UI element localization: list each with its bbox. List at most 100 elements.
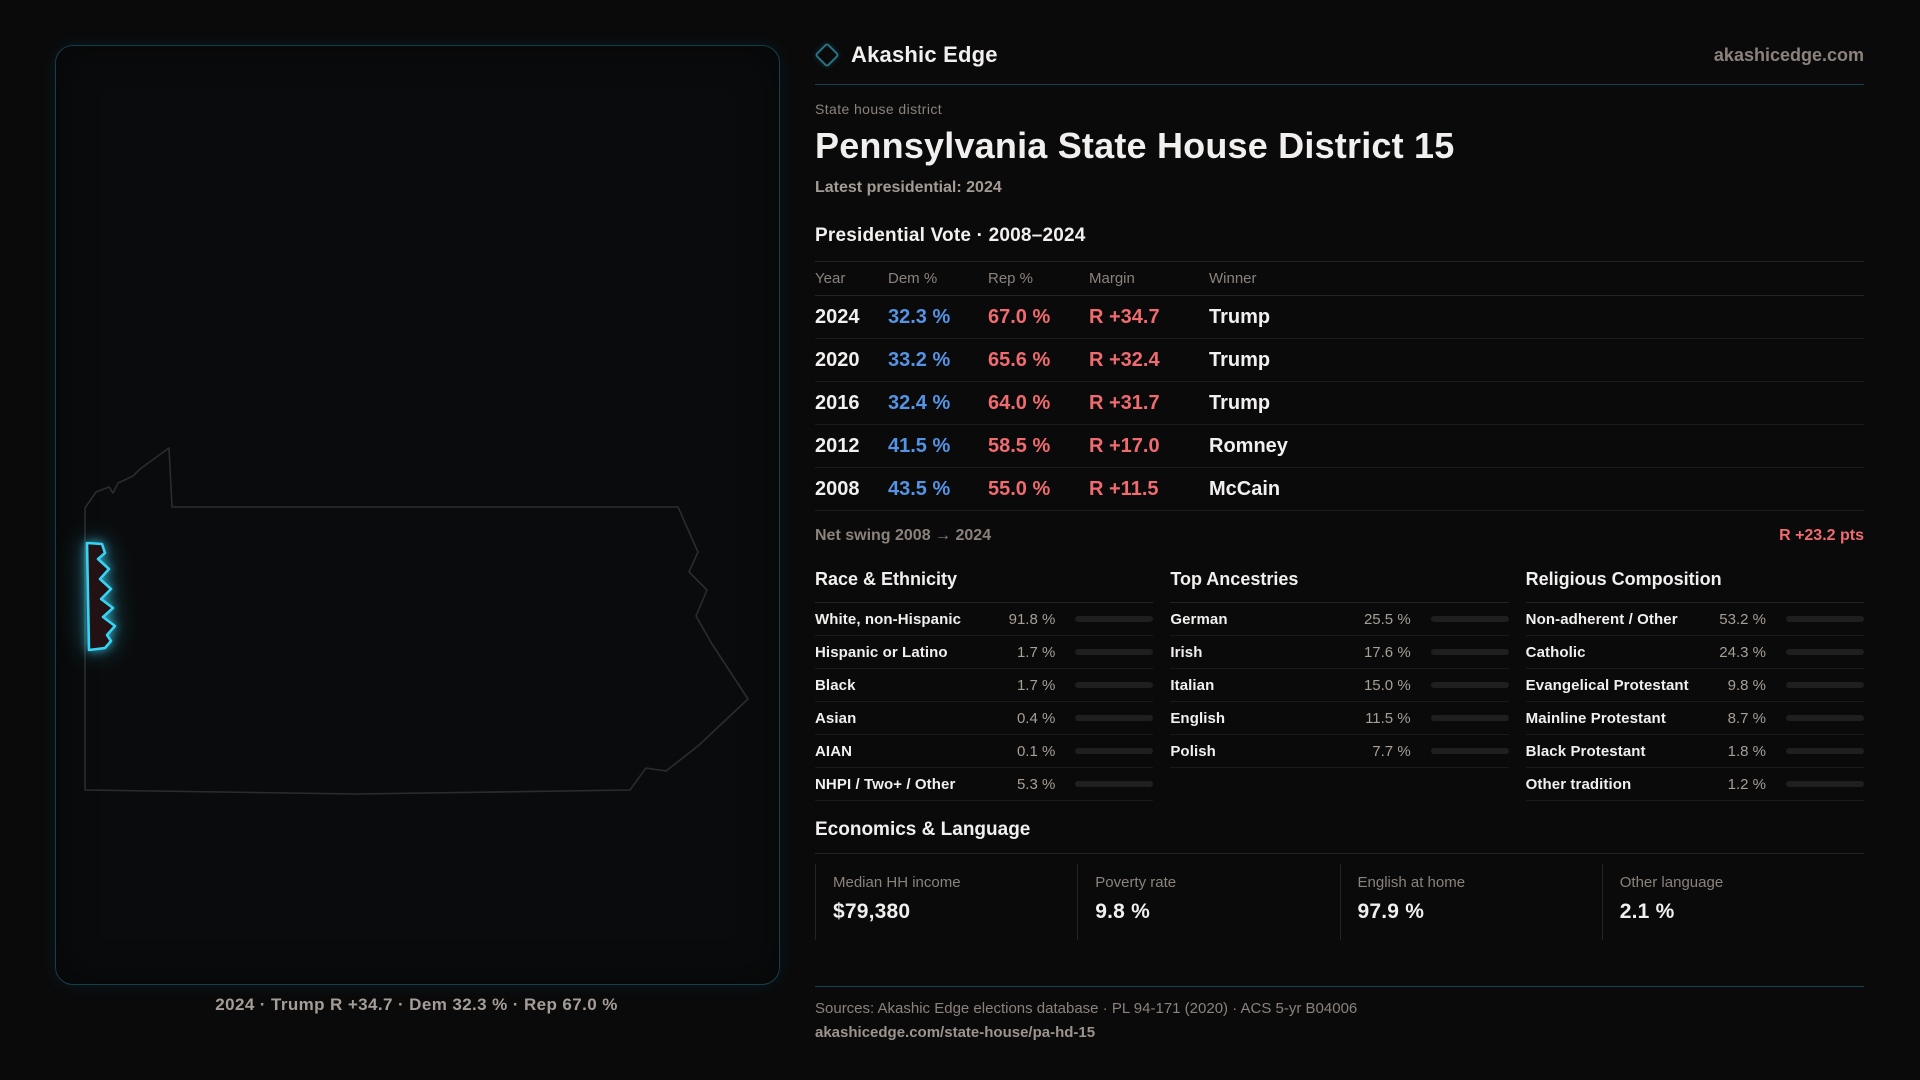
stat-value: 0.1 % bbox=[1016, 742, 1056, 760]
winner-cell: Romney bbox=[1209, 434, 1288, 457]
footer-divider bbox=[815, 986, 1864, 987]
year-cell: 2024 bbox=[815, 305, 860, 328]
race-ethnicity-list: Race & Ethnicity White, non-Hispanic 91.… bbox=[815, 569, 1154, 801]
list-item: Asian 0.4 % bbox=[815, 702, 1154, 735]
col-year: Year bbox=[815, 270, 846, 287]
page-title: Pennsylvania State House District 15 bbox=[815, 125, 1455, 166]
stat-label: English bbox=[1170, 709, 1226, 727]
stat-label: NHPI / Two+ / Other bbox=[815, 775, 956, 793]
stat-bar bbox=[1430, 682, 1509, 688]
col-dem: Dem % bbox=[888, 270, 938, 287]
table-header-row: Year Dem % Rep % Margin Winner bbox=[815, 261, 1864, 296]
winner-cell: McCain bbox=[1209, 477, 1281, 500]
stat-bar bbox=[1075, 781, 1154, 787]
stat-value: 9.8 % bbox=[1727, 676, 1766, 694]
stat-card-other-language: Other language 2.1 % bbox=[1601, 864, 1864, 940]
card-label: Other language bbox=[1619, 874, 1724, 891]
stat-label: Asian bbox=[815, 709, 857, 727]
card-value: 2.1 % bbox=[1619, 900, 1675, 923]
stat-label: Polish bbox=[1170, 742, 1216, 760]
net-swing-label: Net swing 2008 → 2024 bbox=[815, 527, 992, 544]
economics-divider bbox=[815, 853, 1864, 854]
list-item: German 25.5 % bbox=[1170, 603, 1509, 636]
table-row: 2012 41.5 % 58.5 % R +17.0 Romney bbox=[815, 425, 1864, 468]
stat-label: Hispanic or Latino bbox=[815, 643, 948, 661]
stat-value: 11.5 % bbox=[1365, 709, 1411, 727]
stat-bar bbox=[1430, 616, 1509, 622]
net-swing-value: R +23.2 pts bbox=[1779, 527, 1864, 544]
list-item: English 11.5 % bbox=[1170, 702, 1509, 735]
winner-cell: Trump bbox=[1209, 305, 1271, 328]
stat-bar bbox=[1430, 715, 1509, 721]
year-cell: 2020 bbox=[815, 348, 860, 371]
stat-bar bbox=[1075, 649, 1154, 655]
rep-cell: 64.0 % bbox=[988, 391, 1051, 414]
dem-cell: 41.5 % bbox=[888, 434, 951, 457]
sources-line: Sources: Akashic Edge elections database… bbox=[815, 1000, 1358, 1017]
stat-bar bbox=[1075, 616, 1154, 622]
year-cell: 2016 bbox=[815, 391, 860, 414]
map-caption: 2024 · Trump R +34.7 · Dem 32.3 % · Rep … bbox=[215, 995, 618, 1014]
dem-cell: 32.4 % bbox=[888, 391, 951, 414]
stat-value: 1.7 % bbox=[1016, 676, 1056, 694]
pane-header: Akashic Edge akashicedge.com bbox=[814, 0, 1864, 68]
rep-cell: 55.0 % bbox=[988, 477, 1051, 500]
list-item: Mainline Protestant 8.7 % bbox=[1525, 702, 1864, 735]
list-item: AIAN 0.1 % bbox=[815, 735, 1154, 768]
stat-value: 53.2 % bbox=[1719, 610, 1766, 628]
card-label: Poverty rate bbox=[1095, 874, 1177, 891]
stat-label: AIAN bbox=[815, 742, 853, 760]
religion-list: Religious Composition Non-adherent / Oth… bbox=[1525, 569, 1864, 801]
stat-value: 7.7 % bbox=[1372, 742, 1411, 760]
stat-value: 5.3 % bbox=[1016, 775, 1056, 793]
stat-bar bbox=[1786, 682, 1864, 688]
eyebrow-label: State house district bbox=[815, 101, 943, 117]
stat-value: 0.4 % bbox=[1016, 709, 1056, 727]
stat-bar bbox=[1786, 616, 1864, 622]
religion-heading: Religious Composition bbox=[1525, 569, 1864, 603]
table-row: 2016 32.4 % 64.0 % R +31.7 Trump bbox=[815, 382, 1864, 425]
stat-label: Italian bbox=[1170, 676, 1215, 694]
permalink[interactable]: akashicedge.com/state-house/pa-hd-15 bbox=[815, 1024, 1096, 1041]
rep-cell: 67.0 % bbox=[988, 305, 1051, 328]
winner-cell: Trump bbox=[1209, 391, 1271, 414]
card-value: $79,380 bbox=[833, 900, 911, 923]
list-item: Hispanic or Latino 1.7 % bbox=[815, 636, 1154, 669]
vote-section-heading: Presidential Vote · 2008–2024 bbox=[815, 225, 1086, 246]
list-item: Other tradition 1.2 % bbox=[1525, 768, 1864, 801]
card-label: Median HH income bbox=[833, 874, 961, 891]
stat-value: 91.8 % bbox=[1008, 610, 1056, 628]
stat-value: 25.5 % bbox=[1363, 610, 1411, 628]
rep-cell: 65.6 % bbox=[988, 348, 1051, 371]
card-label: English at home bbox=[1357, 874, 1466, 891]
ancestry-list: Top Ancestries German 25.5 % Irish 17.6 … bbox=[1170, 569, 1509, 768]
demographics-grid: Race & Ethnicity White, non-Hispanic 91.… bbox=[815, 569, 1864, 801]
list-item: Evangelical Protestant 9.8 % bbox=[1525, 669, 1864, 702]
brand-domain-link[interactable]: akashicedge.com bbox=[1713, 44, 1864, 65]
col-rep: Rep % bbox=[988, 270, 1034, 287]
stat-label: Black Protestant bbox=[1525, 742, 1646, 760]
card-value: 97.9 % bbox=[1357, 900, 1425, 923]
dem-cell: 43.5 % bbox=[888, 477, 951, 500]
stat-label: German bbox=[1170, 610, 1228, 628]
pane-footer: Sources: Akashic Edge elections database… bbox=[815, 986, 1864, 1041]
table-row: 2024 32.3 % 67.0 % R +34.7 Trump bbox=[815, 296, 1864, 339]
presidential-vote-table: Year Dem % Rep % Margin Winner 2024 32.3… bbox=[815, 261, 1864, 511]
stat-bar bbox=[1786, 715, 1864, 721]
economics-cards: Median HH income $79,380 Poverty rate 9.… bbox=[815, 864, 1864, 940]
district-highlight bbox=[85, 541, 117, 652]
stat-bar bbox=[1786, 781, 1864, 787]
stat-bar bbox=[1075, 715, 1154, 721]
stat-bar bbox=[1430, 748, 1509, 754]
brand-name[interactable]: Akashic Edge bbox=[851, 42, 998, 67]
list-item: Black 1.7 % bbox=[815, 669, 1154, 702]
ancestry-heading: Top Ancestries bbox=[1170, 569, 1509, 603]
stat-bar bbox=[1786, 649, 1864, 655]
stat-bar bbox=[1430, 649, 1509, 655]
pennsylvania-map bbox=[84, 447, 749, 795]
stat-value: 15.0 % bbox=[1363, 676, 1411, 694]
stat-label: Mainline Protestant bbox=[1525, 709, 1666, 727]
card-value: 9.8 % bbox=[1095, 900, 1150, 923]
list-item: Non-adherent / Other 53.2 % bbox=[1525, 603, 1864, 636]
margin-cell: R +17.0 bbox=[1089, 434, 1160, 457]
